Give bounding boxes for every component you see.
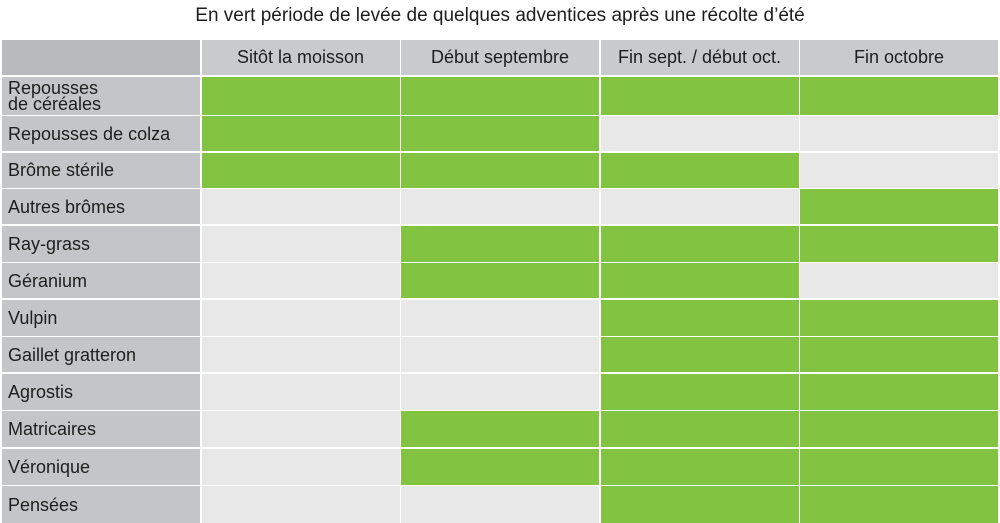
row-label-gaillet-gratteron: Gaillet gratteron (2, 337, 200, 372)
emergence-cell-repousses-de-colza-fin-sept-debut-oct (600, 116, 799, 151)
emergence-cell-geranium-fin-octobre (800, 263, 998, 298)
weed-emergence-table: Sitôt la moisson Début septembre Fin sept.… (2, 40, 998, 523)
emergence-cell-ray-grass-sitot-la-moisson (201, 225, 400, 262)
row-label-ray-grass: Ray-grass (2, 225, 200, 262)
emergence-cell-matricaires-fin-octobre (800, 411, 998, 447)
emergence-cell-geranium-debut-septembre (401, 263, 599, 298)
emergence-cell-autres-bromes-fin-sept-debut-oct (600, 189, 799, 224)
emergence-cell-repousses-de-colza-fin-octobre (800, 116, 998, 151)
table-corner (2, 40, 200, 75)
emergence-cell-autres-bromes-debut-septembre (401, 189, 599, 224)
emergence-cell-vulpin-fin-octobre (800, 299, 998, 336)
emergence-cell-pensees-fin-sept-debut-oct (600, 486, 799, 523)
emergence-cell-agrostis-fin-octobre (800, 373, 998, 410)
emergence-cell-veronique-fin-sept-debut-oct (600, 448, 799, 485)
column-header-fin-sept-debut-oct: Fin sept. / début oct. (600, 40, 799, 75)
emergence-cell-pensees-sitot-la-moisson (201, 486, 400, 523)
row-label-repousses-de-cereales: Repousses de céréales (2, 76, 200, 115)
emergence-cell-vulpin-sitot-la-moisson (201, 299, 400, 336)
emergence-cell-matricaires-sitot-la-moisson (201, 411, 400, 447)
row-label-vulpin: Vulpin (2, 299, 200, 336)
row-label-veronique: Véronique (2, 448, 200, 485)
emergence-cell-ray-grass-debut-septembre (401, 225, 599, 262)
emergence-cell-brome-sterile-sitot-la-moisson (201, 152, 400, 188)
emergence-cell-geranium-fin-sept-debut-oct (600, 263, 799, 298)
emergence-cell-pensees-debut-septembre (401, 486, 599, 523)
emergence-cell-repousses-de-cereales-fin-octobre (800, 76, 998, 115)
row-label-agrostis: Agrostis (2, 373, 200, 410)
chart-title: En vert période de levée de quelques adv… (195, 5, 805, 26)
row-label-repousses-de-colza: Repousses de colza (2, 116, 200, 151)
row-label-geranium: Géranium (2, 263, 200, 298)
column-header-sitot-la-moisson: Sitôt la moisson (201, 40, 400, 75)
emergence-cell-pensees-fin-octobre (800, 486, 998, 523)
emergence-cell-veronique-sitot-la-moisson (201, 448, 400, 485)
emergence-cell-agrostis-debut-septembre (401, 373, 599, 410)
emergence-cell-vulpin-fin-sept-debut-oct (600, 299, 799, 336)
emergence-cell-brome-sterile-fin-octobre (800, 152, 998, 188)
emergence-cell-ray-grass-fin-octobre (800, 225, 998, 262)
emergence-cell-agrostis-fin-sept-debut-oct (600, 373, 799, 410)
column-header-debut-septembre: Début septembre (401, 40, 599, 75)
emergence-cell-brome-sterile-fin-sept-debut-oct (600, 152, 799, 188)
emergence-cell-gaillet-gratteron-fin-sept-debut-oct (600, 337, 799, 372)
emergence-cell-repousses-de-colza-debut-septembre (401, 116, 599, 151)
emergence-cell-ray-grass-fin-sept-debut-oct (600, 225, 799, 262)
emergence-cell-veronique-debut-septembre (401, 448, 599, 485)
emergence-cell-gaillet-gratteron-sitot-la-moisson (201, 337, 400, 372)
emergence-cell-repousses-de-cereales-sitot-la-moisson (201, 76, 400, 115)
column-header-fin-octobre: Fin octobre (800, 40, 998, 75)
emergence-cell-brome-sterile-debut-septembre (401, 152, 599, 188)
emergence-cell-repousses-de-colza-sitot-la-moisson (201, 116, 400, 151)
emergence-cell-gaillet-gratteron-debut-septembre (401, 337, 599, 372)
emergence-cell-autres-bromes-fin-octobre (800, 189, 998, 224)
row-label-matricaires: Matricaires (2, 411, 200, 447)
emergence-cell-gaillet-gratteron-fin-octobre (800, 337, 998, 372)
emergence-cell-autres-bromes-sitot-la-moisson (201, 189, 400, 224)
row-label-autres-bromes: Autres brômes (2, 189, 200, 224)
emergence-cell-vulpin-debut-septembre (401, 299, 599, 336)
emergence-cell-agrostis-sitot-la-moisson (201, 373, 400, 410)
row-label-pensees: Pensées (2, 486, 200, 523)
emergence-cell-matricaires-fin-sept-debut-oct (600, 411, 799, 447)
emergence-cell-matricaires-debut-septembre (401, 411, 599, 447)
emergence-cell-geranium-sitot-la-moisson (201, 263, 400, 298)
emergence-cell-repousses-de-cereales-debut-septembre (401, 76, 599, 115)
row-label-brome-sterile: Brôme stérile (2, 152, 200, 188)
emergence-cell-veronique-fin-octobre (800, 448, 998, 485)
emergence-cell-repousses-de-cereales-fin-sept-debut-oct (600, 76, 799, 115)
